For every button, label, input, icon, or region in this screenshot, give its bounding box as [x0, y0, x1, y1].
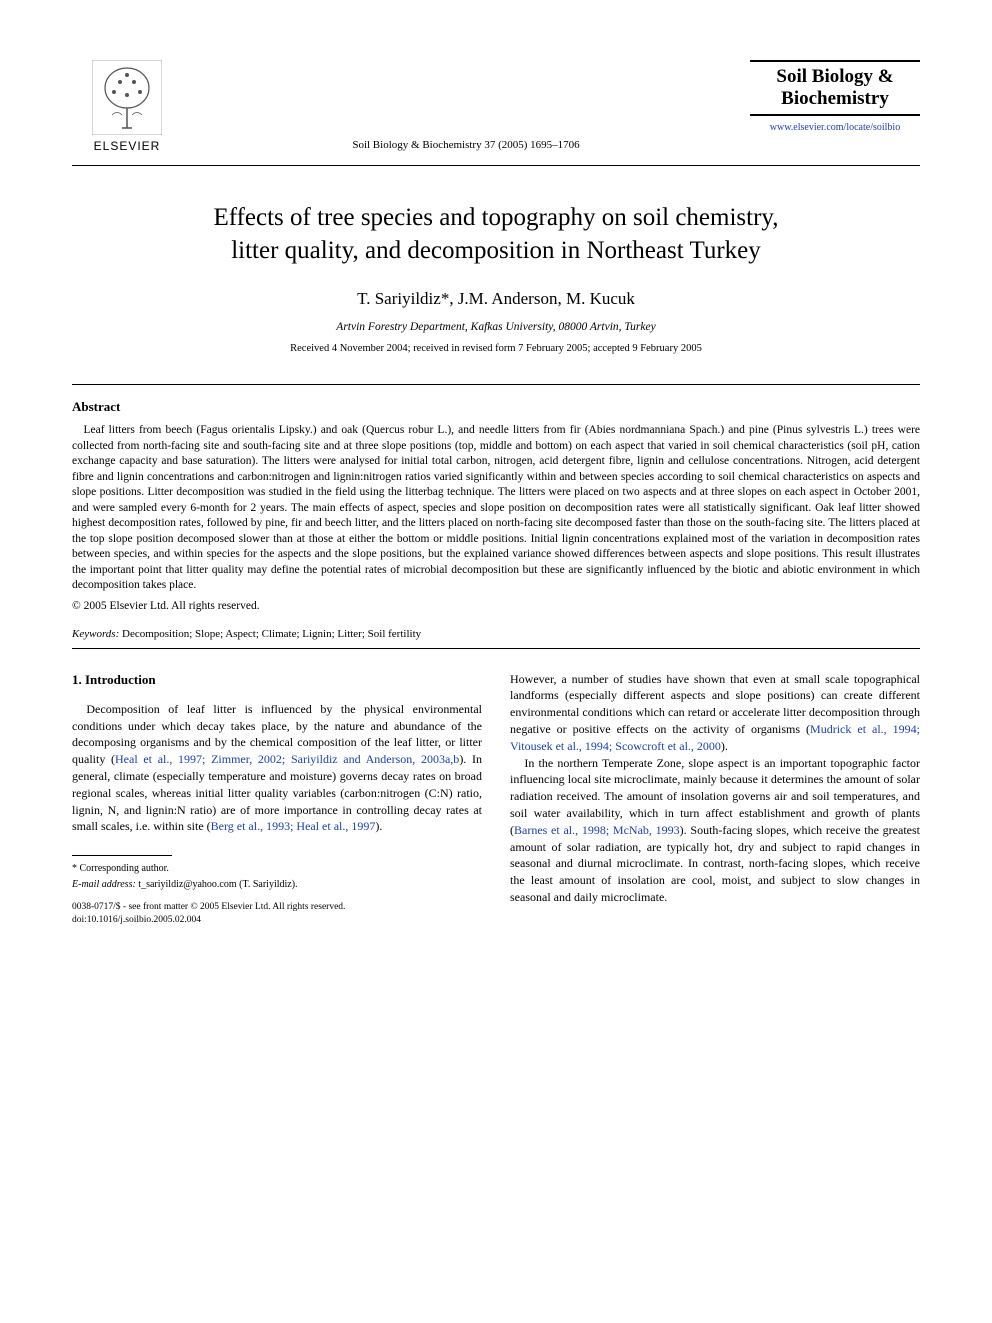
journal-header: ELSEVIER Soil Biology & Biochemistry 37 …	[72, 60, 920, 166]
body-columns: 1. Introduction Decomposition of leaf li…	[72, 671, 920, 926]
citation-line: Soil Biology & Biochemistry 37 (2005) 16…	[182, 139, 750, 153]
corresponding-author-note: * Corresponding author.	[72, 862, 482, 876]
article-title-line1: Effects of tree species and topography o…	[213, 204, 778, 231]
keywords-text: Decomposition; Slope; Aspect; Climate; L…	[119, 628, 421, 640]
publisher-block: ELSEVIER	[72, 60, 182, 153]
publisher-name: ELSEVIER	[94, 139, 161, 153]
issn-line: 0038-0717/$ - see front matter © 2005 El…	[72, 901, 482, 913]
abstract-heading: Abstract	[72, 399, 920, 415]
keywords-bottom-rule	[72, 648, 920, 649]
elsevier-tree-logo	[92, 60, 162, 135]
col2-para1-post: ).	[721, 739, 728, 753]
doi-block: 0038-0717/$ - see front matter © 2005 El…	[72, 901, 482, 926]
copyright-line: © 2005 Elsevier Ltd. All rights reserved…	[72, 600, 920, 612]
email-value: t_sariyildiz@yahoo.com (T. Sariyildiz).	[136, 879, 298, 890]
article-title: Effects of tree species and topography o…	[72, 202, 920, 267]
footnote-rule	[72, 855, 172, 856]
column-left: 1. Introduction Decomposition of leaf li…	[72, 671, 482, 926]
column-right: However, a number of studies have shown …	[510, 671, 920, 926]
email-line: E-mail address: t_sariyildiz@yahoo.com (…	[72, 878, 482, 892]
abstract-top-rule	[72, 384, 920, 385]
keywords-line: Keywords: Decomposition; Slope; Aspect; …	[72, 628, 920, 640]
footnote-block: * Corresponding author. E-mail address: …	[72, 862, 482, 891]
doi-line: doi:10.1016/j.soilbio.2005.02.004	[72, 914, 482, 926]
citation-heal-zimmer[interactable]: Heal et al., 1997; Zimmer, 2002; Sariyil…	[115, 752, 459, 766]
keywords-label: Keywords:	[72, 628, 119, 640]
abstract-body: Leaf litters from beech (Fagus orientali…	[72, 423, 920, 594]
article-title-line2: litter quality, and decomposition in Nor…	[231, 237, 761, 264]
journal-masthead-title: Soil Biology & Biochemistry	[750, 60, 920, 116]
intro-para-1: Decomposition of leaf litter is influenc…	[72, 701, 482, 835]
intro-para-2: In the northern Temperate Zone, slope as…	[510, 755, 920, 906]
journal-masthead-block: Soil Biology & Biochemistry www.elsevier…	[750, 60, 920, 133]
citation-barnes-mcnab[interactable]: Barnes et al., 1998; McNab, 1993	[514, 823, 680, 837]
article-dates: Received 4 November 2004; received in re…	[72, 343, 920, 354]
affiliation-line: Artvin Forestry Department, Kafkas Unive…	[72, 321, 920, 333]
journal-url-link[interactable]: www.elsevier.com/locate/soilbio	[770, 122, 900, 133]
para1-text-post: ).	[375, 819, 382, 833]
citation-berg-heal[interactable]: Berg et al., 1993; Heal et al., 1997	[211, 819, 376, 833]
intro-para-1-cont: However, a number of studies have shown …	[510, 671, 920, 755]
authors-line: T. Sariyildiz*, J.M. Anderson, M. Kucuk	[72, 289, 920, 309]
section-1-heading: 1. Introduction	[72, 671, 482, 689]
email-label: E-mail address:	[72, 879, 136, 890]
